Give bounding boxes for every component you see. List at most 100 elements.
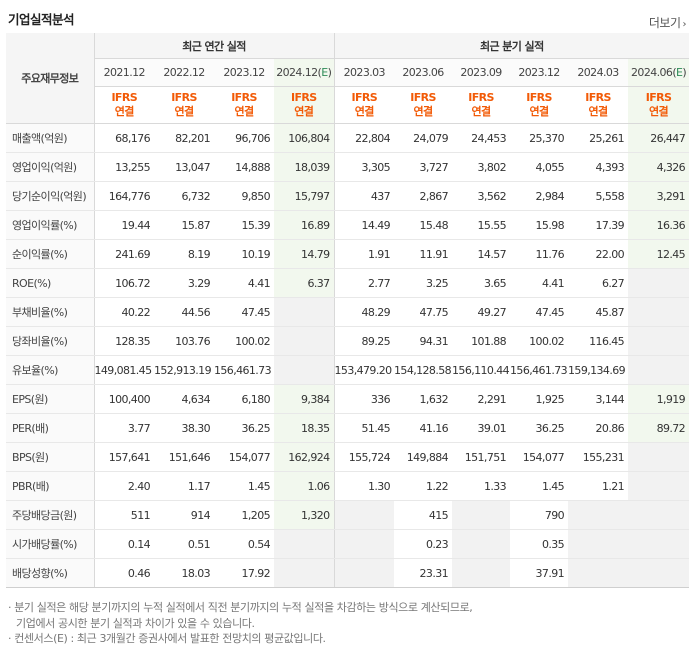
value-cell: 49.27 [452, 297, 511, 327]
value-cell: 39.01 [452, 413, 511, 443]
value-cell: 100.02 [214, 326, 274, 356]
value-cell: 0.54 [214, 529, 274, 559]
quarter-group-header: 최근 분기 실적 [334, 33, 690, 59]
period-header: 2024.12(E) [274, 58, 335, 87]
value-cell [628, 442, 690, 472]
table-row: 영업이익률(%) 19.44 15.87 15.39 16.89 14.49 15.48 15… [6, 210, 690, 240]
value-cell: 0.14 [94, 529, 154, 559]
value-cell: 336 [334, 384, 395, 414]
value-cell: 37.91 [510, 558, 569, 588]
value-cell: 22.00 [568, 239, 629, 269]
value-cell: 4,393 [568, 152, 629, 182]
value-cell [628, 529, 690, 559]
value-cell: 4,634 [154, 384, 214, 414]
value-cell: 2,867 [394, 181, 453, 211]
annual-group-header: 최근 연간 실적 [94, 33, 335, 59]
table-row: PER(배) 3.77 38.30 36.25 18.35 51.45 41.16 39.01… [6, 413, 690, 443]
value-cell [274, 558, 335, 588]
table-row: 순이익률(%) 241.69 8.19 10.19 14.79 1.91 11.91 14.5… [6, 239, 690, 269]
value-cell: 20.86 [568, 413, 629, 443]
value-cell [274, 297, 335, 327]
value-cell: 13,047 [154, 152, 214, 182]
value-cell: 38.30 [154, 413, 214, 443]
value-cell: 0.23 [394, 529, 453, 559]
row-label: 영업이익(억원) [6, 152, 95, 182]
period-header: 2023.03 [334, 58, 395, 87]
table-row: 부채비율(%) 40.22 44.56 47.45 48.29 47.75 49.27 47.… [6, 297, 690, 327]
value-cell: 22,804 [334, 123, 395, 153]
row-label: PBR(배) [6, 471, 95, 501]
value-cell: 15,797 [274, 181, 335, 211]
value-cell: 11.76 [510, 239, 569, 269]
table-row: BPS(원) 157,641 151,646 154,077 162,924 155,72… [6, 442, 690, 472]
value-cell: 15.48 [394, 210, 453, 240]
ifrs-label: IFRS 연결 [510, 86, 569, 124]
footnote-3: · 컨센서스(E) : 최근 3개월간 증권사에서 발표한 전망치의 평균값입니… [8, 632, 326, 645]
value-cell: 3.25 [394, 268, 453, 298]
ifrs-label: IFRS 연결 [568, 86, 629, 124]
value-cell [452, 558, 511, 588]
value-cell: 36.25 [510, 413, 569, 443]
value-cell: 153,479.20 [334, 355, 395, 385]
value-cell [452, 500, 511, 530]
accounting-standard-row: IFRS 연결 IFRS 연결 IFRS 연결 IFRS 연결 IFRS 연결 IFRS 연결 IFRS… [6, 86, 690, 124]
value-cell [628, 326, 690, 356]
value-cell: 100,400 [94, 384, 154, 414]
value-cell: 3,727 [394, 152, 453, 182]
ifrs-label: IFRS 연결 [394, 86, 453, 124]
value-cell: 2.40 [94, 471, 154, 501]
ifrs-label: IFRS 연결 [334, 86, 395, 124]
value-cell: 18.03 [154, 558, 214, 588]
value-cell: 100.02 [510, 326, 569, 356]
period-header: 2024.03 [568, 58, 629, 87]
value-cell [452, 529, 511, 559]
value-cell: 128.35 [94, 326, 154, 356]
row-label: ROE(%) [6, 268, 95, 298]
value-cell: 1,919 [628, 384, 690, 414]
row-label: 매출액(억원) [6, 123, 95, 153]
value-cell: 3.65 [452, 268, 511, 298]
section-title: 기업실적분석 [8, 12, 75, 27]
value-cell: 154,077 [510, 442, 569, 472]
value-cell: 1.22 [394, 471, 453, 501]
value-cell: 25,261 [568, 123, 629, 153]
value-cell: 8.19 [154, 239, 214, 269]
value-cell: 159,134.69 [568, 355, 629, 385]
financial-table: 주요재무정보 최근 연간 실적 최근 분기 실적 2021.12 2022.12 2… [6, 33, 690, 588]
value-cell: 19.44 [94, 210, 154, 240]
value-cell: 41.16 [394, 413, 453, 443]
ifrs-label: IFRS 연결 [154, 86, 214, 124]
period-header: 2024.06(E) [628, 58, 690, 87]
value-cell: 6,732 [154, 181, 214, 211]
row-label: 유보율(%) [6, 355, 95, 385]
value-cell: 45.87 [568, 297, 629, 327]
period-header: 2023.12 [214, 58, 274, 87]
value-cell: 15.55 [452, 210, 511, 240]
value-cell: 2,984 [510, 181, 569, 211]
value-cell: 1,205 [214, 500, 274, 530]
value-cell: 47.75 [394, 297, 453, 327]
row-label: 영업이익률(%) [6, 210, 95, 240]
period-row: 2021.12 2022.12 2023.12 2024.12(E) 2023.03 20… [6, 58, 690, 87]
value-cell: 1,632 [394, 384, 453, 414]
value-cell: 1.45 [214, 471, 274, 501]
table-row: 주당배당금(원) 511 914 1,205 1,320 415 790 [6, 500, 690, 530]
table-row: 시가배당률(%) 0.14 0.51 0.54 0.23 0.35 [6, 529, 690, 559]
row-label: 주당배당금(원) [6, 500, 95, 530]
value-cell: 4.41 [510, 268, 569, 298]
value-cell: 0.46 [94, 558, 154, 588]
value-cell: 14,888 [214, 152, 274, 182]
more-link[interactable]: 더보기 › [649, 14, 687, 31]
value-cell: 14.57 [452, 239, 511, 269]
footnotes: · 분기 실적은 해당 분기까지의 누적 실적에서 직전 분기까지의 누적 실적… [8, 600, 473, 647]
value-cell: 0.51 [154, 529, 214, 559]
value-cell: 4,055 [510, 152, 569, 182]
value-cell: 13,255 [94, 152, 154, 182]
footnote-1: · 분기 실적은 해당 분기까지의 누적 실적에서 직전 분기까지의 누적 실적… [8, 601, 473, 614]
value-cell: 51.45 [334, 413, 395, 443]
value-cell [568, 558, 629, 588]
value-cell: 914 [154, 500, 214, 530]
ifrs-label: IFRS 연결 [628, 86, 690, 124]
value-cell: 3.29 [154, 268, 214, 298]
value-cell: 154,077 [214, 442, 274, 472]
